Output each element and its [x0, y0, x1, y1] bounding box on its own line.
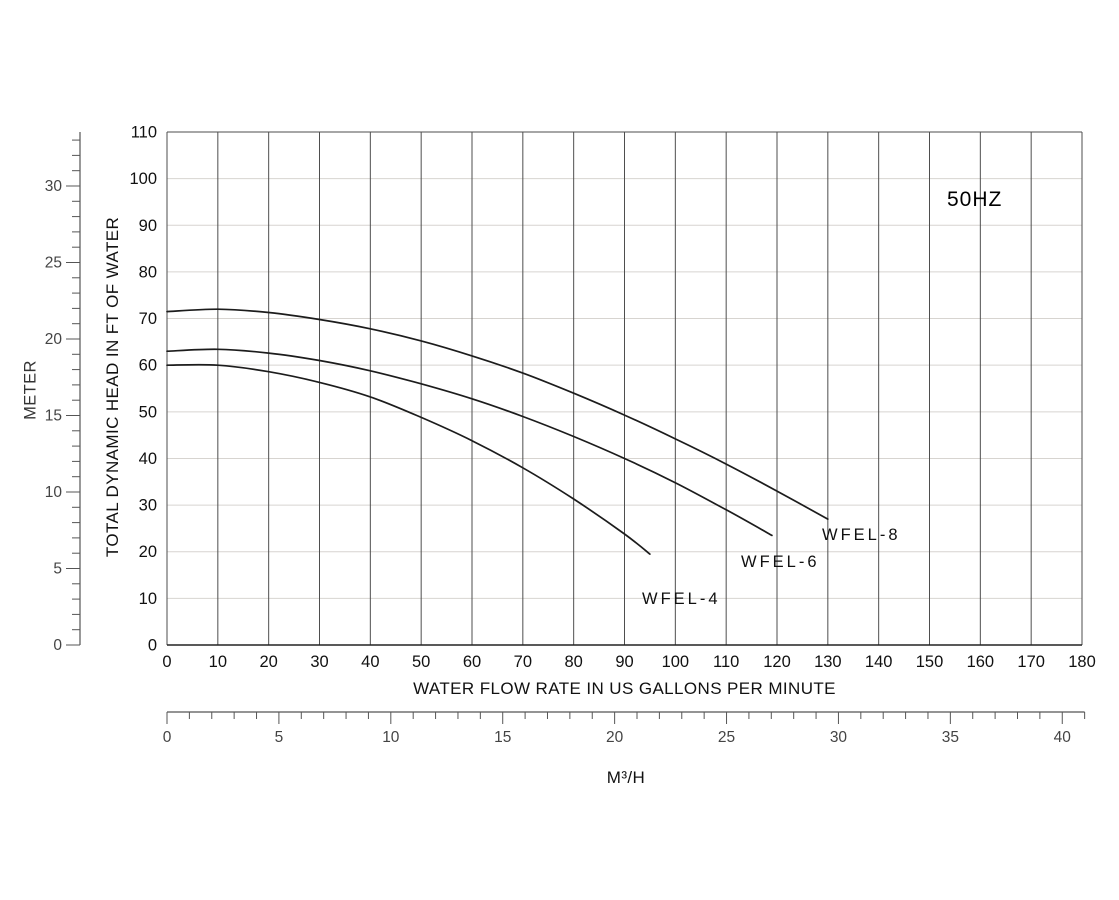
y-axis-title: TOTAL DYNAMIC HEAD IN FT OF WATER	[103, 216, 122, 558]
y-tick-label: 40	[139, 450, 157, 468]
m3h-tick-label: 10	[382, 729, 400, 746]
curve-label-wfel-4: WFEL-4	[642, 590, 721, 608]
x-tick-label: 120	[763, 653, 791, 671]
pump-curves	[166, 308, 829, 555]
curve-label-wfel-6: WFEL-6	[741, 553, 820, 571]
x-tick-label: 130	[814, 653, 842, 671]
x-tick-label: 80	[564, 653, 582, 671]
x-axis-title: WATER FLOW RATE IN US GALLONS PER MINUTE	[413, 679, 836, 698]
meter-tick-label: 10	[45, 484, 63, 501]
x-tick-label: 180	[1068, 653, 1096, 671]
curve-wfel-4	[166, 363, 651, 555]
x-tick-label: 20	[259, 653, 277, 671]
x-tick-label: 70	[514, 653, 532, 671]
x2-axis-title-m3h: M³/H	[606, 768, 646, 787]
y-tick-label: 20	[139, 543, 157, 561]
axes	[167, 131, 1082, 646]
m3h-tick-label: 5	[275, 729, 284, 746]
x-tick-label: 10	[209, 653, 227, 671]
m3h-tick-label: 35	[942, 729, 959, 746]
m3h-tick-label: 25	[718, 729, 735, 746]
x-tick-label: 60	[463, 653, 481, 671]
frequency-annotation: 50HZ	[947, 188, 1003, 211]
y-tick-label: 0	[148, 637, 157, 655]
y2-axis-title-meter: METER	[21, 360, 40, 420]
x-tick-label: 0	[162, 653, 171, 671]
y-tick-label: 110	[131, 124, 157, 142]
x-tick-label: 150	[916, 653, 944, 671]
x-tick-label: 30	[310, 653, 328, 671]
curve-wfel-6	[166, 348, 773, 537]
m3h-ruler: 0 5 10 15 20 25 30 35 40	[163, 711, 1086, 746]
m3h-tick-label: 20	[606, 729, 624, 746]
m3h-tick-label: 0	[163, 729, 172, 746]
y-tick-label: 30	[139, 497, 157, 515]
meter-tick-label: 0	[53, 637, 62, 654]
m3h-tick-label: 40	[1054, 729, 1072, 746]
meter-ruler: 0 5 10 15 20 25 30	[45, 132, 81, 654]
m3h-tick-label: 30	[830, 729, 848, 746]
gridlines	[166, 132, 1083, 645]
y-tick-label: 80	[139, 263, 157, 281]
y-tick-label: 100	[129, 170, 157, 188]
x-tick-label: 140	[865, 653, 893, 671]
x-tick-label: 100	[662, 653, 690, 671]
meter-tick-label: 5	[53, 560, 62, 577]
meter-tick-label: 20	[45, 331, 63, 348]
x-tick-label: 170	[1017, 653, 1045, 671]
x-tick-label: 50	[412, 653, 430, 671]
x-tick-label: 160	[967, 653, 995, 671]
y-tick-label: 70	[139, 310, 157, 328]
y-tick-label: 50	[139, 403, 157, 421]
curve-label-wfel-8: WFEL-8	[822, 526, 901, 544]
y-tick-label: 60	[139, 357, 157, 375]
y-tick-label: 90	[139, 217, 157, 235]
tick-labels: 0 10 20 30 40 50 60 70 80 90 100 110 0 10 20 30 40 50 60 70…	[129, 124, 1095, 672]
x-tick-label: 40	[361, 653, 379, 671]
meter-tick-label: 25	[45, 254, 62, 271]
curve-wfel-8	[166, 308, 829, 520]
meter-tick-label: 15	[45, 407, 62, 424]
x-tick-label: 90	[615, 653, 633, 671]
y-tick-label: 10	[139, 590, 157, 608]
x-tick-label: 110	[713, 653, 739, 671]
m3h-tick-label: 15	[494, 729, 511, 746]
meter-tick-label: 30	[45, 178, 63, 195]
